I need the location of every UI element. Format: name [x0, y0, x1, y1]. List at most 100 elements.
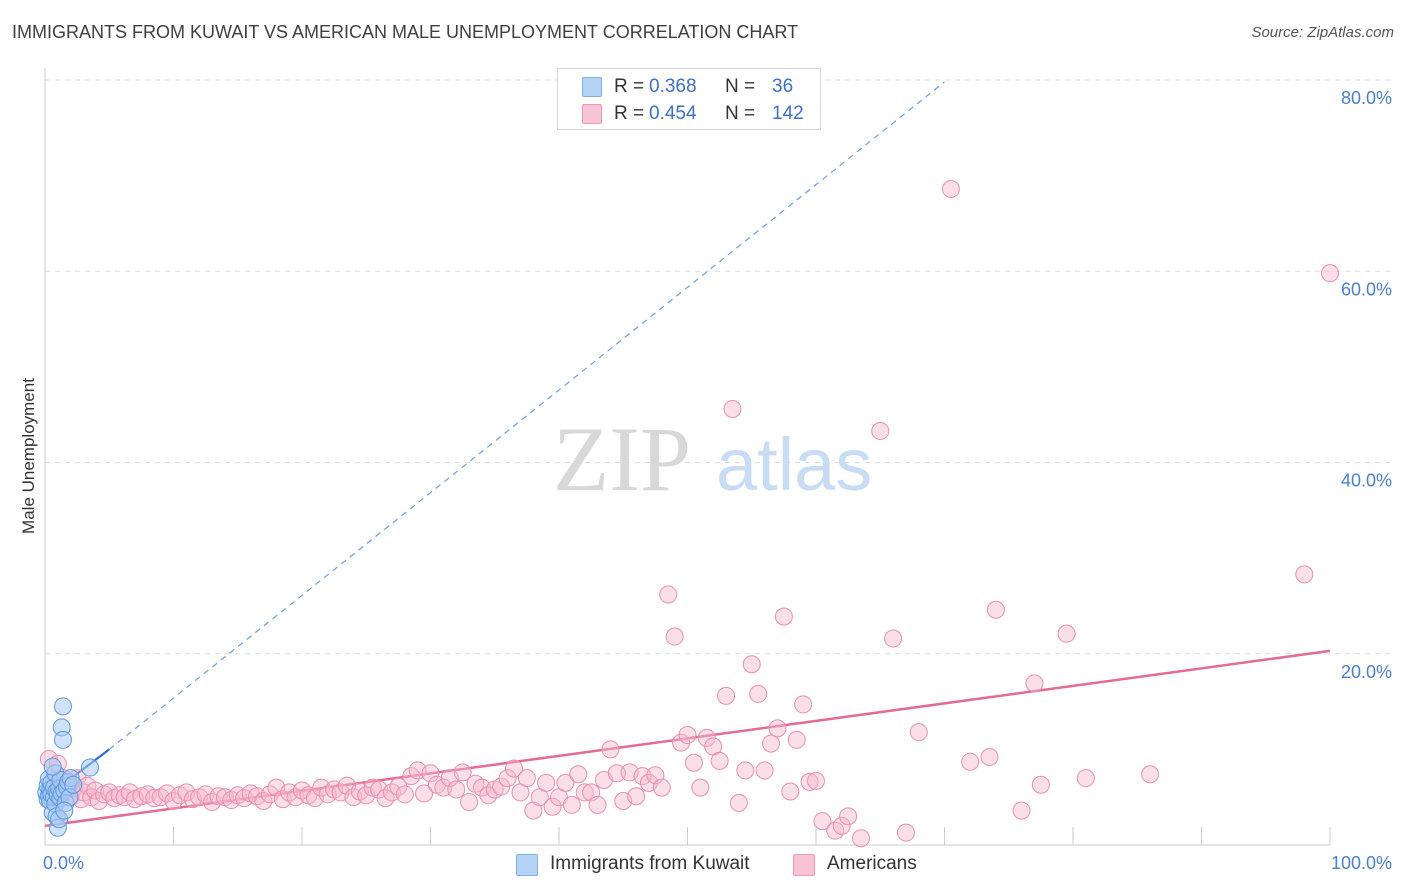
american-point — [659, 585, 678, 604]
american-point — [1141, 765, 1160, 784]
x-tick-label: 100.0% — [1331, 853, 1392, 873]
n-label: N = — [725, 103, 756, 124]
kuwait-point — [64, 775, 83, 794]
americans-legend-label: Americans — [827, 853, 917, 874]
american-point — [896, 823, 915, 842]
kuwait-trend-extension — [108, 81, 945, 750]
american-point — [807, 771, 825, 790]
american-point — [871, 421, 890, 440]
source-label: Source: ZipAtlas.com — [1251, 24, 1394, 41]
y-tick-label: 80.0% — [1341, 88, 1392, 108]
american-point — [498, 769, 517, 788]
american-point — [254, 792, 273, 811]
american-point — [813, 812, 832, 831]
american-point — [415, 784, 434, 803]
y-tick-label: 40.0% — [1341, 471, 1392, 491]
american-point — [787, 730, 806, 749]
american-point — [909, 723, 928, 742]
american-point — [389, 777, 408, 796]
watermark-zip: ZIP — [553, 408, 691, 510]
american-point — [884, 629, 903, 648]
american-point — [633, 767, 652, 786]
chart-title: IMMIGRANTS FROM KUWAIT VS AMERICAN MALE … — [12, 22, 799, 42]
american-point — [736, 761, 755, 780]
american-point — [665, 627, 684, 646]
y-tick-label: 60.0% — [1341, 279, 1392, 299]
american-point — [781, 782, 800, 801]
american-point — [447, 780, 466, 799]
american-point — [1012, 801, 1031, 820]
r-label: R = — [614, 103, 645, 124]
kuwait-n-value: 36 — [772, 76, 794, 97]
american-point — [941, 180, 960, 199]
kuwait-point — [53, 697, 72, 716]
american-point — [717, 686, 736, 705]
american-point — [1295, 565, 1314, 584]
tick-labels: 20.0% 40.0% 60.0% 80.0% 0.0% 100.0% — [43, 88, 1392, 873]
american-point — [742, 655, 761, 674]
american-point — [395, 785, 414, 804]
american-point — [980, 748, 999, 767]
kuwait-point — [43, 757, 62, 776]
american-point — [421, 764, 440, 783]
legend-row-americans: R = 0.454 N = 142 — [558, 101, 820, 127]
y-axis-label: Male Unemployment — [19, 378, 38, 534]
kuwait-point — [55, 801, 74, 820]
american-point — [1321, 264, 1339, 283]
american-point — [1076, 769, 1095, 788]
watermark-atlas: atlas — [716, 423, 872, 506]
american-point — [800, 772, 819, 791]
american-point — [460, 792, 479, 811]
american-point — [505, 759, 524, 778]
americans-n-value: 142 — [772, 103, 804, 124]
american-point — [537, 773, 556, 792]
kuwait-point — [80, 758, 99, 777]
american-point — [588, 795, 607, 814]
american-point — [1025, 674, 1044, 693]
americans-legend-swatch — [793, 854, 815, 876]
watermark: ZIP atlas — [553, 408, 872, 510]
american-point — [768, 719, 787, 738]
legend-row-kuwait: R = 0.368 N = 36 — [558, 74, 820, 100]
american-point — [86, 781, 105, 800]
axes — [44, 68, 1331, 846]
american-point — [556, 773, 575, 792]
american-point — [363, 778, 382, 797]
kuwait-legend-label: Immigrants from Kuwait — [550, 853, 750, 874]
american-point — [562, 795, 581, 814]
american-point — [723, 399, 742, 418]
american-point — [986, 600, 1005, 619]
american-point — [601, 740, 620, 759]
american-point — [678, 726, 697, 745]
american-point — [607, 764, 626, 783]
american-point — [1031, 775, 1050, 794]
american-point — [961, 752, 980, 771]
american-point — [627, 787, 646, 806]
american-point — [729, 793, 748, 812]
correlation-legend: R = 0.368 N = 36 R = 0.454 N = 142 — [557, 68, 821, 130]
american-point — [575, 783, 594, 802]
american-point — [543, 797, 562, 816]
american-point — [691, 778, 710, 797]
american-point — [684, 753, 703, 772]
n-label: N = — [725, 76, 756, 97]
y-tick-label: 20.0% — [1341, 662, 1392, 682]
r-label: R = — [614, 76, 645, 97]
x-tick-label: 0.0% — [43, 853, 84, 873]
american-point — [832, 816, 851, 835]
american-point — [710, 751, 729, 770]
americans-trend-line — [44, 649, 1331, 828]
american-point — [774, 607, 793, 626]
american-point — [755, 761, 774, 780]
american-point — [517, 769, 536, 788]
american-point — [839, 807, 858, 826]
kuwait-swatch — [582, 77, 602, 97]
gridlines — [45, 79, 1392, 655]
american-point — [851, 829, 870, 848]
kuwait-legend-swatch — [516, 854, 538, 876]
american-point — [652, 778, 671, 797]
kuwait-point — [53, 730, 72, 749]
american-point — [794, 695, 813, 714]
data-points — [37, 180, 1339, 848]
